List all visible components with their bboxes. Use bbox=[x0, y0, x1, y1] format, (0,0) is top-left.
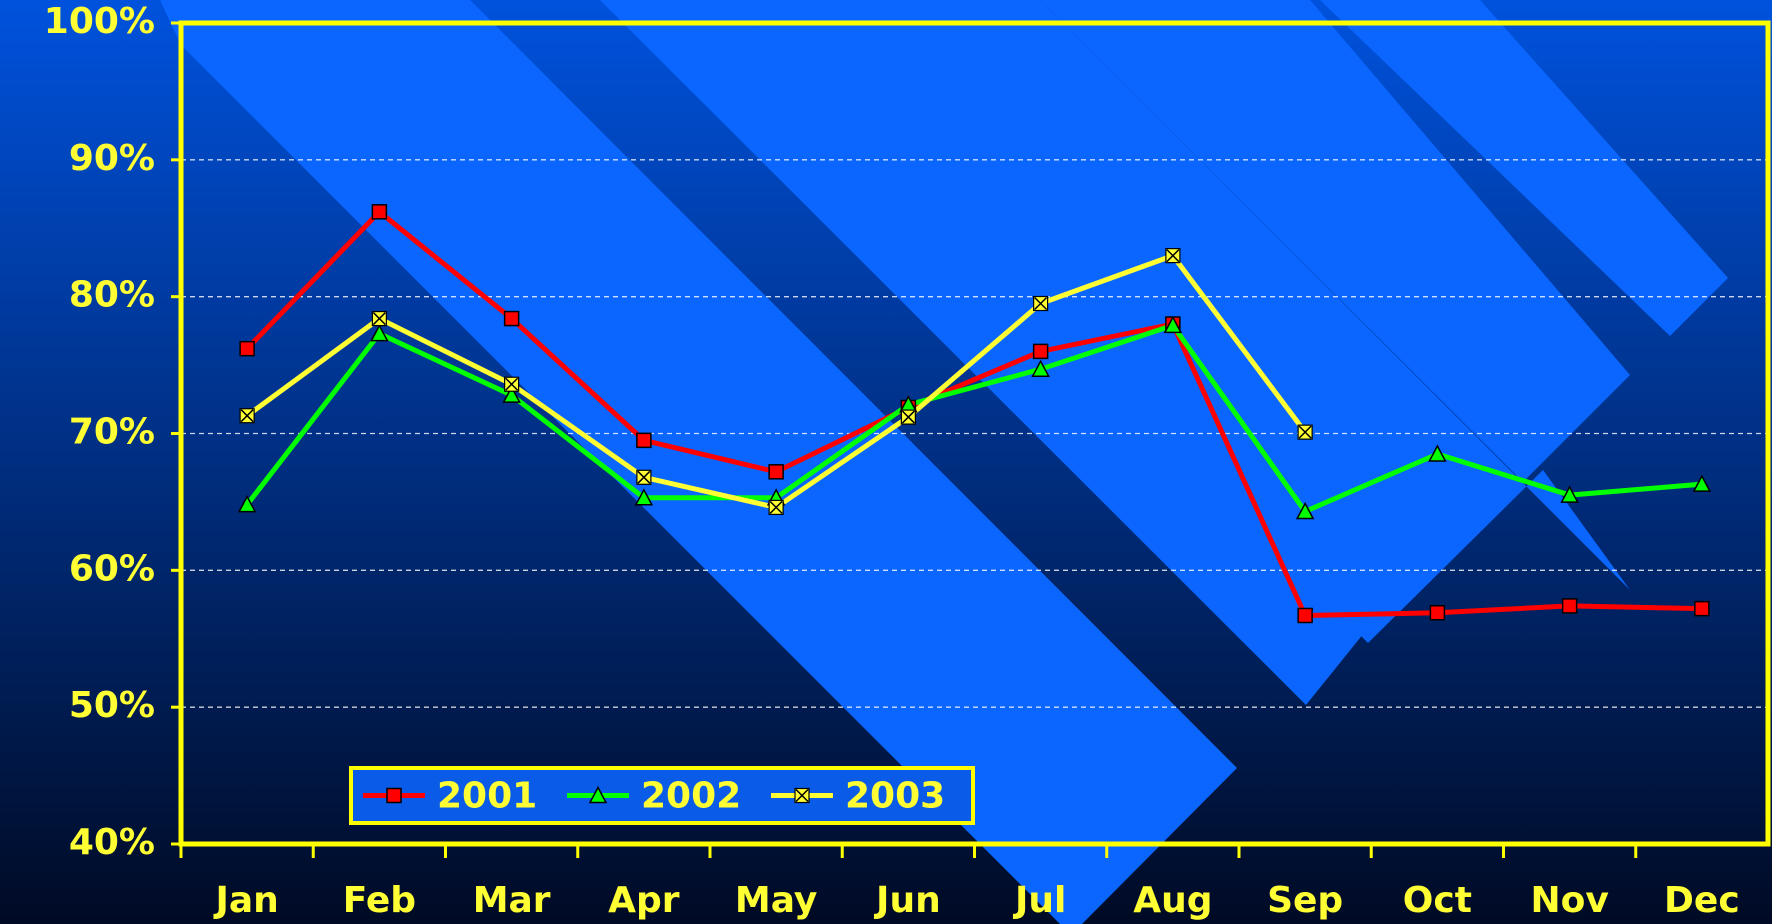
marker-x bbox=[769, 500, 783, 514]
marker bbox=[1163, 315, 1183, 334]
y-tick-label: 60% bbox=[69, 548, 155, 589]
series bbox=[237, 204, 1712, 624]
legend-box bbox=[349, 766, 975, 825]
legend-label: 2001 bbox=[437, 776, 537, 817]
x-tick-label: Jun bbox=[873, 880, 941, 921]
x-tick-label: Oct bbox=[1403, 880, 1472, 921]
y-tick-label: 100% bbox=[44, 1, 155, 42]
marker-x bbox=[637, 470, 651, 484]
x-tick-label: Feb bbox=[343, 880, 416, 921]
marker bbox=[1297, 424, 1313, 440]
marker bbox=[636, 469, 652, 485]
marker bbox=[371, 204, 388, 220]
marker-x bbox=[240, 409, 254, 423]
marker bbox=[237, 495, 257, 513]
marker bbox=[371, 310, 387, 327]
marker bbox=[1560, 485, 1579, 503]
series-line bbox=[245, 322, 1703, 514]
x-tick-label: May bbox=[735, 880, 817, 921]
marker-x bbox=[1298, 425, 1312, 439]
marker bbox=[1032, 343, 1049, 360]
marker-x bbox=[1166, 249, 1180, 263]
legend-label: 2003 bbox=[845, 776, 945, 817]
marker bbox=[1031, 359, 1050, 377]
marker bbox=[588, 785, 608, 804]
x-tick-label: Sep bbox=[1267, 880, 1343, 921]
y-tick-label: 40% bbox=[69, 822, 155, 863]
marker bbox=[768, 464, 784, 480]
marker bbox=[239, 340, 255, 357]
marker-x bbox=[372, 312, 386, 326]
marker bbox=[794, 787, 810, 804]
y-tick-label: 70% bbox=[69, 412, 155, 453]
marker-x bbox=[795, 788, 809, 803]
y-tick-label: 50% bbox=[69, 685, 155, 726]
marker-x bbox=[901, 410, 915, 424]
y-tick-label: 80% bbox=[69, 275, 155, 316]
marker bbox=[370, 324, 389, 342]
legend-label: 2002 bbox=[641, 776, 741, 817]
x-tick-label: Nov bbox=[1530, 880, 1608, 921]
x-tick-label: Jan bbox=[212, 880, 278, 921]
series-line bbox=[245, 209, 1702, 618]
marker bbox=[634, 488, 654, 506]
marker bbox=[1561, 598, 1578, 614]
marker bbox=[1295, 501, 1315, 520]
x-tick-label: Dec bbox=[1664, 880, 1740, 921]
marker bbox=[1428, 444, 1447, 462]
marker bbox=[1165, 248, 1181, 264]
legend: 2001 2002 2003 bbox=[349, 766, 975, 825]
marker bbox=[1297, 607, 1313, 624]
y-tick-label: 90% bbox=[69, 138, 155, 179]
marker bbox=[386, 787, 402, 804]
x-tick-label: Jul bbox=[1012, 880, 1066, 921]
marker bbox=[503, 310, 520, 327]
x-tick-label: Aug bbox=[1133, 880, 1212, 921]
marker bbox=[636, 432, 652, 449]
marker bbox=[502, 385, 521, 403]
marker bbox=[1429, 605, 1446, 621]
marker bbox=[504, 376, 520, 392]
marker bbox=[1033, 295, 1049, 312]
marker bbox=[1692, 474, 1712, 492]
x-tick-label: Mar bbox=[473, 880, 551, 921]
marker-x bbox=[505, 377, 519, 391]
marker bbox=[1694, 600, 1710, 617]
x-tick-label: Apr bbox=[608, 880, 680, 921]
marker bbox=[768, 499, 784, 515]
marker bbox=[900, 409, 916, 425]
marker bbox=[239, 408, 255, 424]
marker-x bbox=[1034, 296, 1048, 311]
